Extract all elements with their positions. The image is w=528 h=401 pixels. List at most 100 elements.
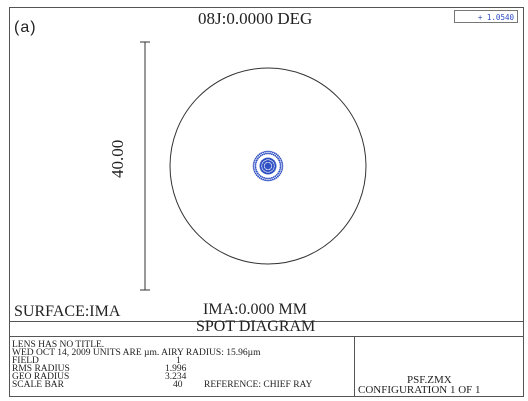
reference-label: REFERENCE: CHIEF RAY xyxy=(204,380,313,390)
spot-ray-point xyxy=(277,157,280,160)
legend-value: + 1.0540 xyxy=(454,10,518,23)
spot-ray-point xyxy=(274,166,277,169)
spot-ray-point xyxy=(279,157,282,160)
spot-ray-point xyxy=(271,178,274,181)
spot-ray-point xyxy=(274,175,277,178)
spot-ray-point xyxy=(262,178,265,181)
spot-ray-point xyxy=(253,169,255,171)
spot-ray-point xyxy=(265,177,267,180)
spot-ray-point xyxy=(254,157,257,160)
spot-ray-point xyxy=(252,167,255,169)
field-value: 1 xyxy=(176,356,181,366)
spot-ray-point xyxy=(269,164,272,168)
configuration-label: CONFIGURATION 1 OF 1 xyxy=(358,384,481,396)
spot-ray-point xyxy=(274,163,277,166)
spot-ray-point xyxy=(270,153,273,156)
rms-radius-label: RMS RADIUS xyxy=(12,364,70,374)
spot-ray-point xyxy=(273,152,276,155)
spot-ray-point xyxy=(279,167,282,169)
spot-ray-point xyxy=(255,155,258,158)
spot-ray-point xyxy=(267,152,269,155)
spot-ray-point xyxy=(259,175,262,178)
spot-ray-point xyxy=(275,176,278,179)
spot-ray-point xyxy=(262,151,265,154)
plot-frame xyxy=(9,7,524,397)
lens-title: LENS HAS NO TITLE. xyxy=(12,340,105,350)
spot-ray-point xyxy=(278,161,281,164)
spot-ray-point xyxy=(278,159,281,162)
spot-ray-point xyxy=(274,164,277,168)
spot-ray-point xyxy=(270,176,273,179)
spot-ray-point xyxy=(255,174,258,177)
spot-ray-point xyxy=(271,163,274,166)
spot-ray-point xyxy=(265,152,267,155)
spot-ray-point xyxy=(267,177,269,180)
spot-ray-point xyxy=(261,176,264,179)
spot-pattern xyxy=(252,150,284,182)
spot-ray-point xyxy=(256,157,259,160)
spot-ray-point xyxy=(281,167,284,169)
spot-ray-point xyxy=(266,172,269,175)
spot-ray-point xyxy=(252,165,255,167)
spot-ray-point xyxy=(271,151,274,154)
geo-radius-value: 3.234 xyxy=(165,372,187,382)
geo-radius-label: GEO RADIUS xyxy=(12,372,70,382)
spot-ray-point xyxy=(261,164,265,168)
spot-ray-point xyxy=(256,172,259,175)
spot-ray-point xyxy=(259,166,262,169)
spot-ray-point xyxy=(268,179,270,182)
spot-ray-point xyxy=(258,173,261,176)
spot-ray-point xyxy=(269,152,271,155)
spot-ray-point xyxy=(255,168,258,171)
rms-radius-value: 1.996 xyxy=(165,364,187,374)
spot-ray-point xyxy=(268,166,271,169)
scale-bar-label: 40.00 xyxy=(108,139,127,178)
spot-ray-point xyxy=(272,153,275,156)
spot-ray-point xyxy=(254,172,257,175)
spot-ray-point xyxy=(277,172,280,175)
spot-ray-point xyxy=(278,155,281,158)
spot-ray-point xyxy=(253,159,256,162)
spot-ray-point xyxy=(274,154,277,157)
file-name: PSF.ZMX xyxy=(407,374,452,386)
spot-ray-point xyxy=(275,173,278,176)
panel-label: (a) xyxy=(14,19,37,36)
spot-ray-point xyxy=(259,164,262,168)
spot-ray-point xyxy=(254,163,257,165)
spot-ray-point xyxy=(278,174,281,177)
spot-ray-point xyxy=(257,154,259,157)
spot-ray-point xyxy=(253,161,255,163)
spot-ray-point xyxy=(266,150,268,153)
spot-ray-point xyxy=(281,169,283,171)
spot-ray-point xyxy=(275,153,278,156)
spot-ray-point xyxy=(260,152,263,155)
spot-ray-point xyxy=(254,165,257,167)
spot-ray-point xyxy=(259,154,262,157)
spot-ray-point xyxy=(255,159,258,162)
spot-ray-point xyxy=(262,166,265,169)
spot-ray-point xyxy=(279,172,282,175)
spot-ray-point xyxy=(281,165,284,167)
surface-label: SURFACE:IMA xyxy=(14,303,121,320)
spot-ray-point xyxy=(281,161,283,163)
spot-ray-point xyxy=(254,167,257,169)
info-separator xyxy=(354,336,355,397)
scale-bar-info-value: 40 xyxy=(173,380,183,390)
spot-ray-point xyxy=(265,163,268,166)
spot-ray-point xyxy=(259,163,262,166)
spot-center-point xyxy=(266,164,270,168)
spot-ray-point xyxy=(255,170,258,173)
spot-ray-point xyxy=(264,179,266,182)
diagram-title: SPOT DIAGRAM xyxy=(196,318,316,335)
spot-ray-point xyxy=(270,150,272,153)
spot-ray-point xyxy=(255,161,258,164)
spot-ray-point xyxy=(264,157,267,161)
spot-ray-point xyxy=(280,170,283,173)
spot-ray-point xyxy=(260,168,263,171)
spot-ray-point xyxy=(261,153,264,156)
spot-ray-point xyxy=(260,177,263,180)
spot-ray-point xyxy=(252,163,255,165)
spot-ray-point xyxy=(266,162,270,165)
info-box xyxy=(9,336,524,397)
